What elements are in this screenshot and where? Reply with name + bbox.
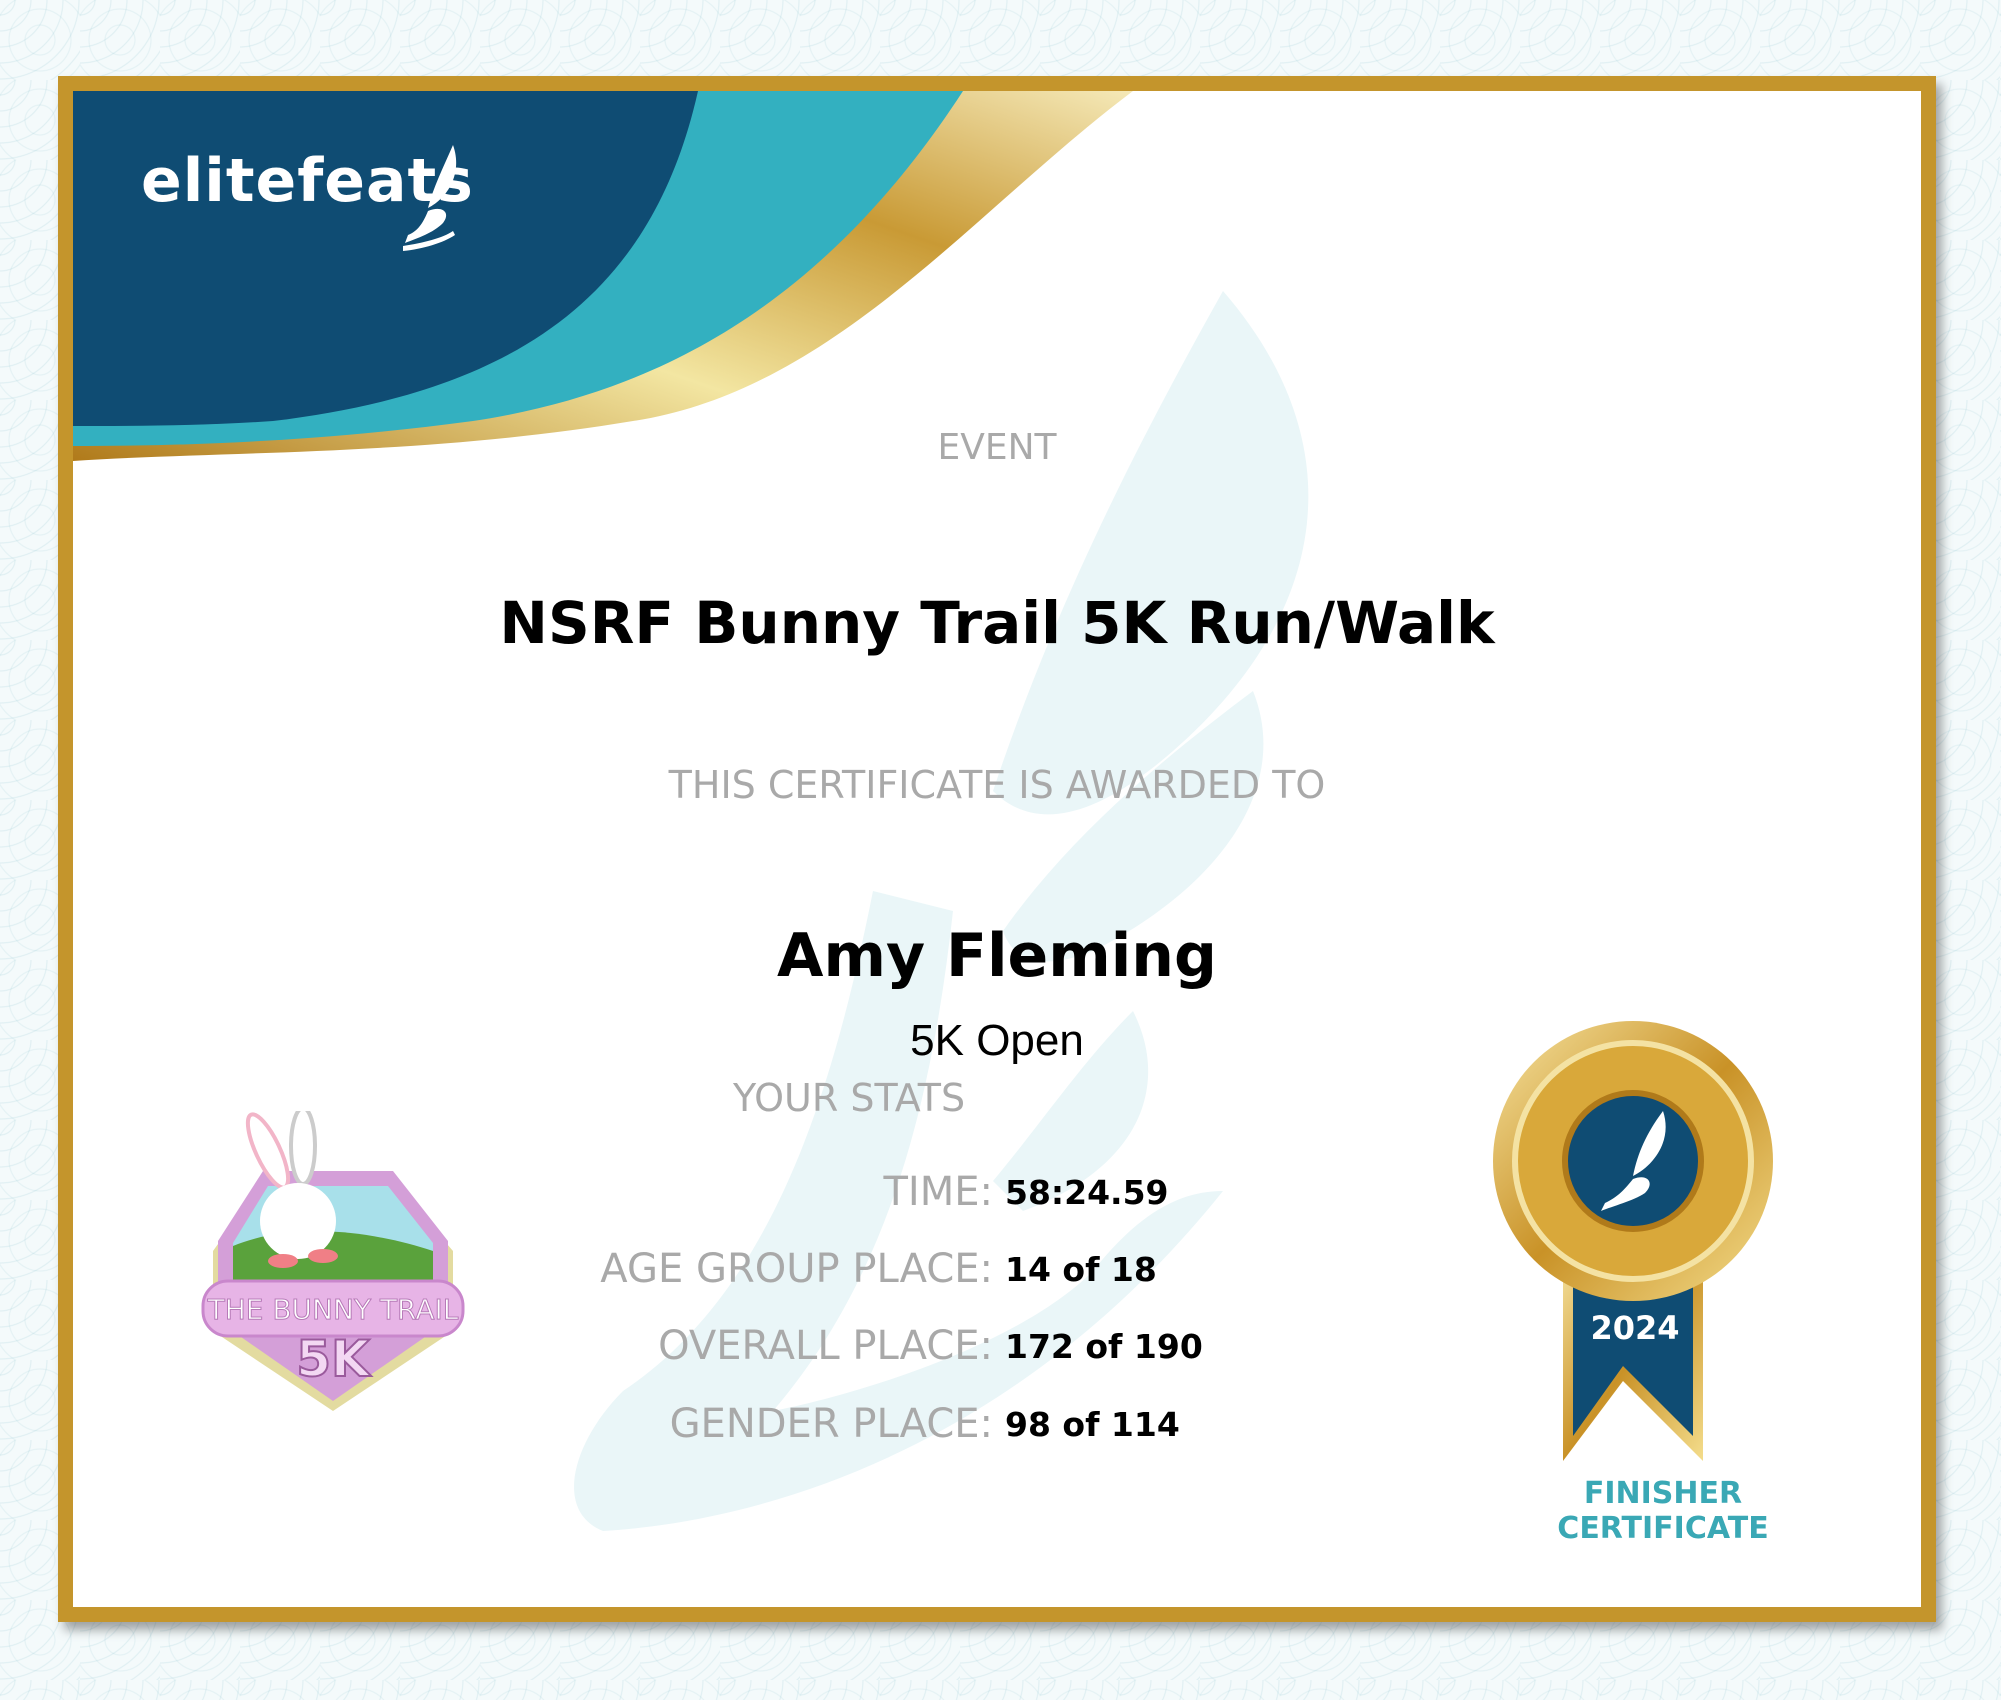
stat-value: 172 of 190 — [1005, 1327, 1203, 1366]
stat-value: 14 of 18 — [1005, 1250, 1157, 1289]
certificate: elitefeats EVENT NSRF Bunny Trail 5K Run… — [73, 91, 1921, 1607]
stat-label: TIME: — [883, 1169, 994, 1215]
stat-label: GENDER PLACE: — [669, 1401, 993, 1447]
stat-label: OVERALL PLACE: — [658, 1323, 993, 1369]
stat-value: 58:24.59 — [1005, 1173, 1169, 1212]
badge-line2: 5K — [296, 1330, 372, 1388]
medal-year: 2024 — [1590, 1309, 1679, 1347]
elitefeats-logo: elitefeats — [141, 146, 474, 216]
stat-value: 98 of 114 — [1005, 1405, 1180, 1444]
award-label: THIS CERTIFICATE IS AWARDED TO — [668, 763, 1326, 807]
winged-shoe-logo-icon — [403, 145, 457, 251]
event-title: NSRF Bunny Trail 5K Run/Walk — [499, 589, 1495, 657]
recipient-name: Amy Fleming — [777, 921, 1217, 991]
medal-caption-line1: FINISHER — [1583, 1476, 1743, 1511]
stats-label: YOUR STATS — [733, 1076, 966, 1120]
stat-row-gender-place: GENDER PLACE: 98 of 114 — [73, 1401, 1773, 1451]
stat-row-time: TIME: 58:24.59 — [73, 1169, 1773, 1219]
finisher-medal: 2024 — [1493, 1021, 1773, 1461]
header-banner — [73, 91, 1133, 461]
event-label: EVENT — [937, 427, 1057, 468]
badge-line1: THE BUNNY TRAIL — [207, 1293, 459, 1326]
winged-shoe-watermark-icon — [574, 291, 1309, 1531]
certificate-frame: elitefeats EVENT NSRF Bunny Trail 5K Run… — [58, 76, 1936, 1622]
stat-row-age-group-place: AGE GROUP PLACE: 14 of 18 — [73, 1246, 1773, 1296]
medal-caption-line2: CERTIFICATE — [1557, 1511, 1769, 1546]
stat-row-overall-place: OVERALL PLACE: 172 of 190 — [73, 1323, 1773, 1373]
bunny-trail-5k-badge: THE BUNNY TRAIL 5K — [201, 1111, 465, 1411]
division: 5K Open — [910, 1016, 1084, 1065]
stat-label: AGE GROUP PLACE: — [600, 1246, 993, 1292]
